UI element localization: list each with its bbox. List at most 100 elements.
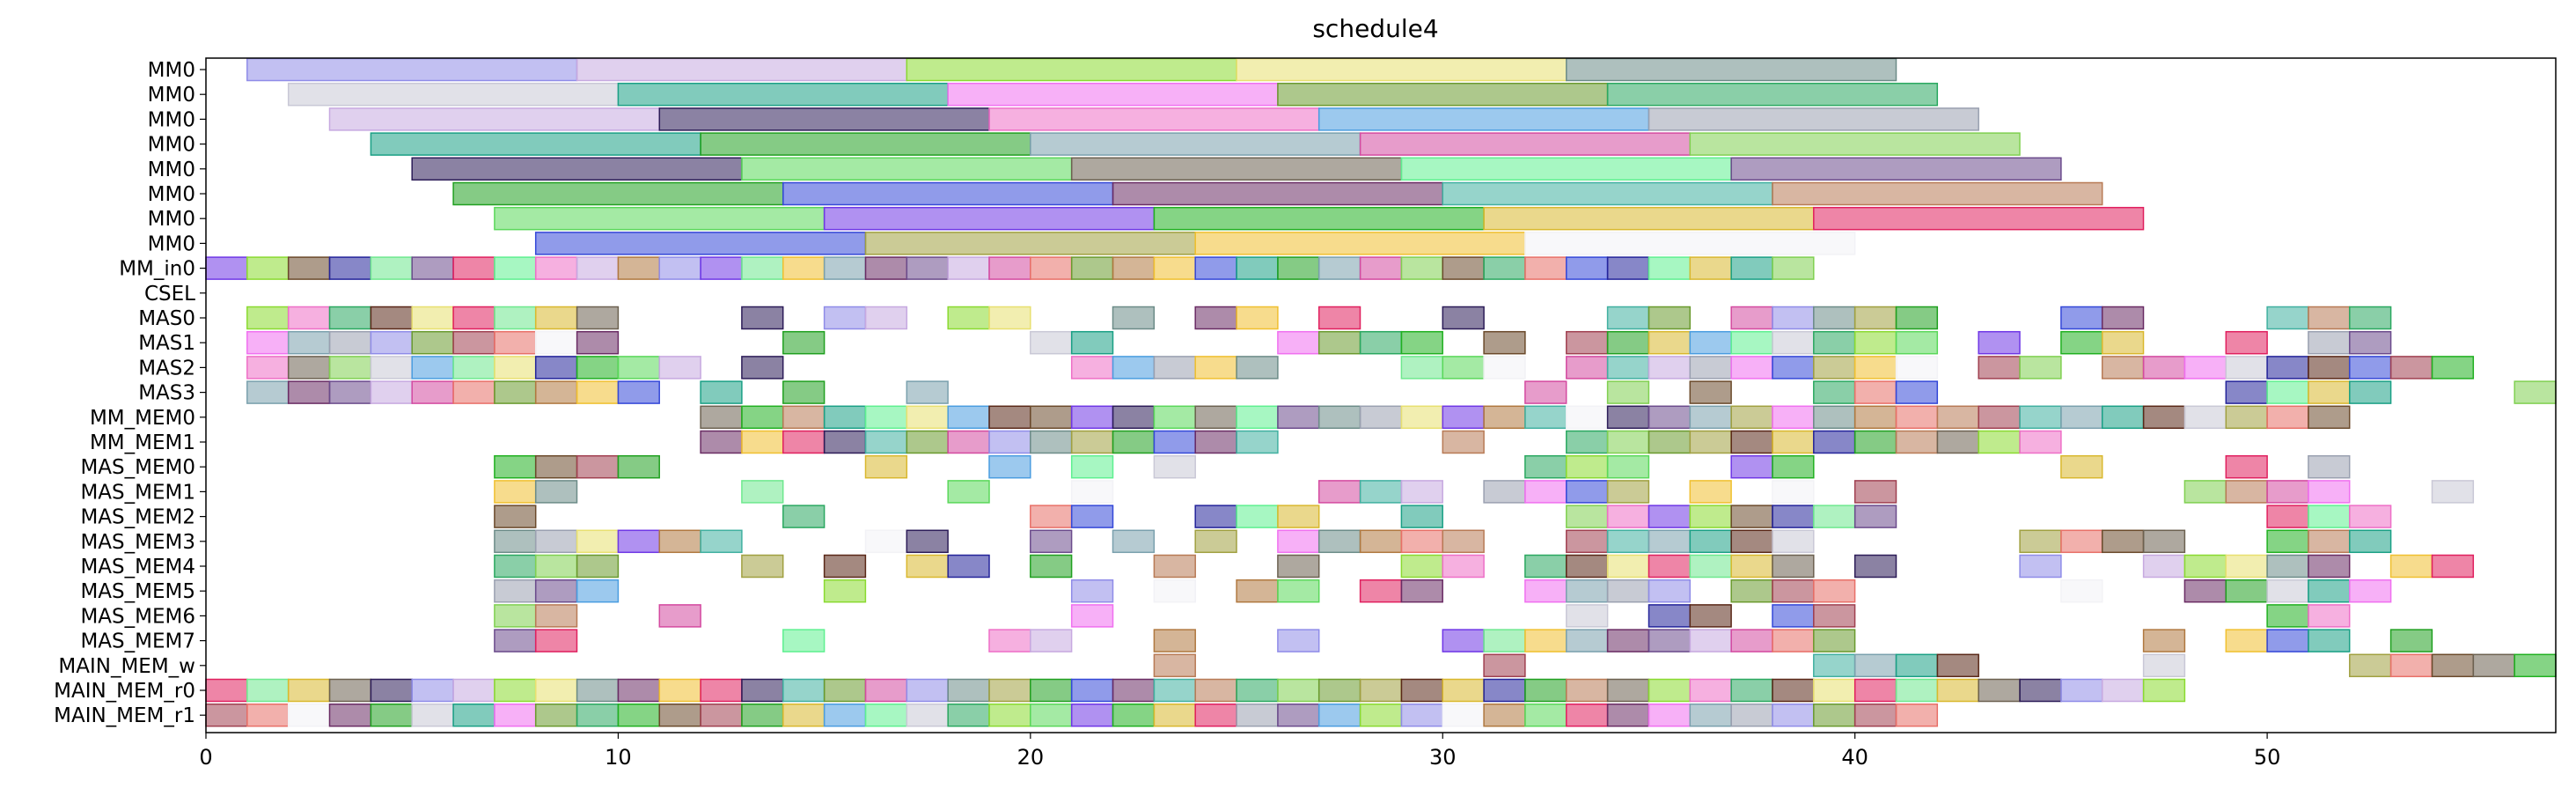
task-bar [1359, 703, 1403, 727]
task-bar [1606, 356, 1650, 380]
task-bar [1730, 529, 1773, 554]
task-bar [1153, 256, 1196, 280]
task-bar [1689, 380, 1732, 404]
task-bar [494, 629, 537, 652]
task-bar [328, 703, 372, 727]
task-bar [452, 181, 784, 206]
task-bar [1236, 579, 1279, 603]
task-bar [1978, 356, 2021, 380]
task-bar [1442, 430, 1485, 454]
task-bar [906, 57, 1237, 82]
task-bar [2266, 529, 2309, 554]
task-bar [1936, 678, 1979, 703]
task-bar [1524, 480, 1567, 504]
task-bar [370, 330, 413, 355]
task-bar [1442, 678, 1485, 703]
task-bar [494, 356, 537, 380]
task-bar [1772, 678, 1815, 703]
task-bar [1566, 678, 1609, 703]
y-tick-label: MAS_MEM6 [80, 605, 195, 628]
task-bar [741, 356, 784, 380]
task-bar [1606, 405, 1650, 430]
task-bar [2142, 554, 2186, 579]
task-bar [494, 330, 537, 355]
task-bar [1853, 330, 1897, 355]
task-bar [906, 703, 949, 727]
task-bar [2225, 579, 2268, 603]
task-bar [205, 703, 248, 727]
task-bar [906, 430, 949, 454]
task-bar [2060, 454, 2103, 479]
task-bar [534, 306, 578, 330]
task-bar [1524, 380, 1567, 404]
bars-layer [205, 57, 2557, 727]
task-bar [534, 330, 578, 355]
task-bar [370, 380, 413, 404]
task-bar [2349, 529, 2392, 554]
task-bar [1730, 256, 1773, 280]
task-bar [2266, 380, 2309, 404]
task-bar [823, 554, 867, 579]
task-bar [2101, 529, 2145, 554]
task-bar [1606, 703, 1650, 727]
task-bar [2308, 579, 2351, 603]
task-bar [782, 330, 826, 355]
task-bar [328, 107, 660, 131]
task-bar [1030, 132, 1361, 156]
task-bar [700, 703, 743, 727]
task-bar [576, 554, 620, 579]
task-bar [2142, 529, 2186, 554]
task-bar [1194, 256, 1237, 280]
task-bar [287, 356, 331, 380]
task-bar [1772, 181, 2103, 206]
task-bar [328, 306, 372, 330]
task-bar [1277, 256, 1320, 280]
task-bar [1359, 256, 1403, 280]
task-bar [1566, 703, 1609, 727]
task-bar [1606, 579, 1650, 603]
task-bar [1606, 82, 1939, 107]
task-bar [1153, 703, 1196, 727]
task-bar [1400, 703, 1443, 727]
task-bar [1442, 306, 1485, 330]
task-bar [1030, 256, 1073, 280]
task-bar [1442, 554, 1485, 579]
task-bar [1236, 57, 1567, 82]
y-tick-label: MAS_MEM1 [80, 481, 195, 504]
task-bar [1030, 529, 1073, 554]
task-bar [741, 554, 784, 579]
task-bar [1442, 356, 1485, 380]
task-bar [1070, 604, 1114, 628]
task-bar [1566, 529, 1609, 554]
task-bar [246, 356, 290, 380]
task-bar [1236, 306, 1279, 330]
task-bar [576, 380, 620, 404]
task-bar [328, 678, 372, 703]
task-bar [1277, 554, 1320, 579]
task-bar [1813, 405, 1856, 430]
task-bar [1277, 529, 1320, 554]
task-bar [287, 306, 331, 330]
task-bar [1153, 356, 1196, 380]
task-bar [1030, 405, 1073, 430]
task-bar [1194, 232, 1526, 255]
task-bar [576, 579, 620, 603]
task-bar [2389, 554, 2433, 579]
y-tick-label: MM0 [148, 59, 195, 82]
task-bar [741, 405, 784, 430]
y-tick-label: MAS0 [138, 307, 195, 330]
task-bar [864, 232, 1196, 255]
y-tick-label: MM0 [148, 158, 195, 181]
task-bar [1277, 330, 1320, 355]
task-bar [1524, 232, 1856, 255]
task-bar [1772, 703, 1815, 727]
task-bar [782, 405, 826, 430]
task-bar [494, 505, 537, 528]
task-bar [452, 678, 495, 703]
task-bar [988, 678, 1031, 703]
task-bar [864, 256, 908, 280]
task-bar [1236, 703, 1279, 727]
task-bar [700, 430, 743, 454]
task-bar [1813, 629, 1856, 652]
task-bar [1153, 405, 1196, 430]
